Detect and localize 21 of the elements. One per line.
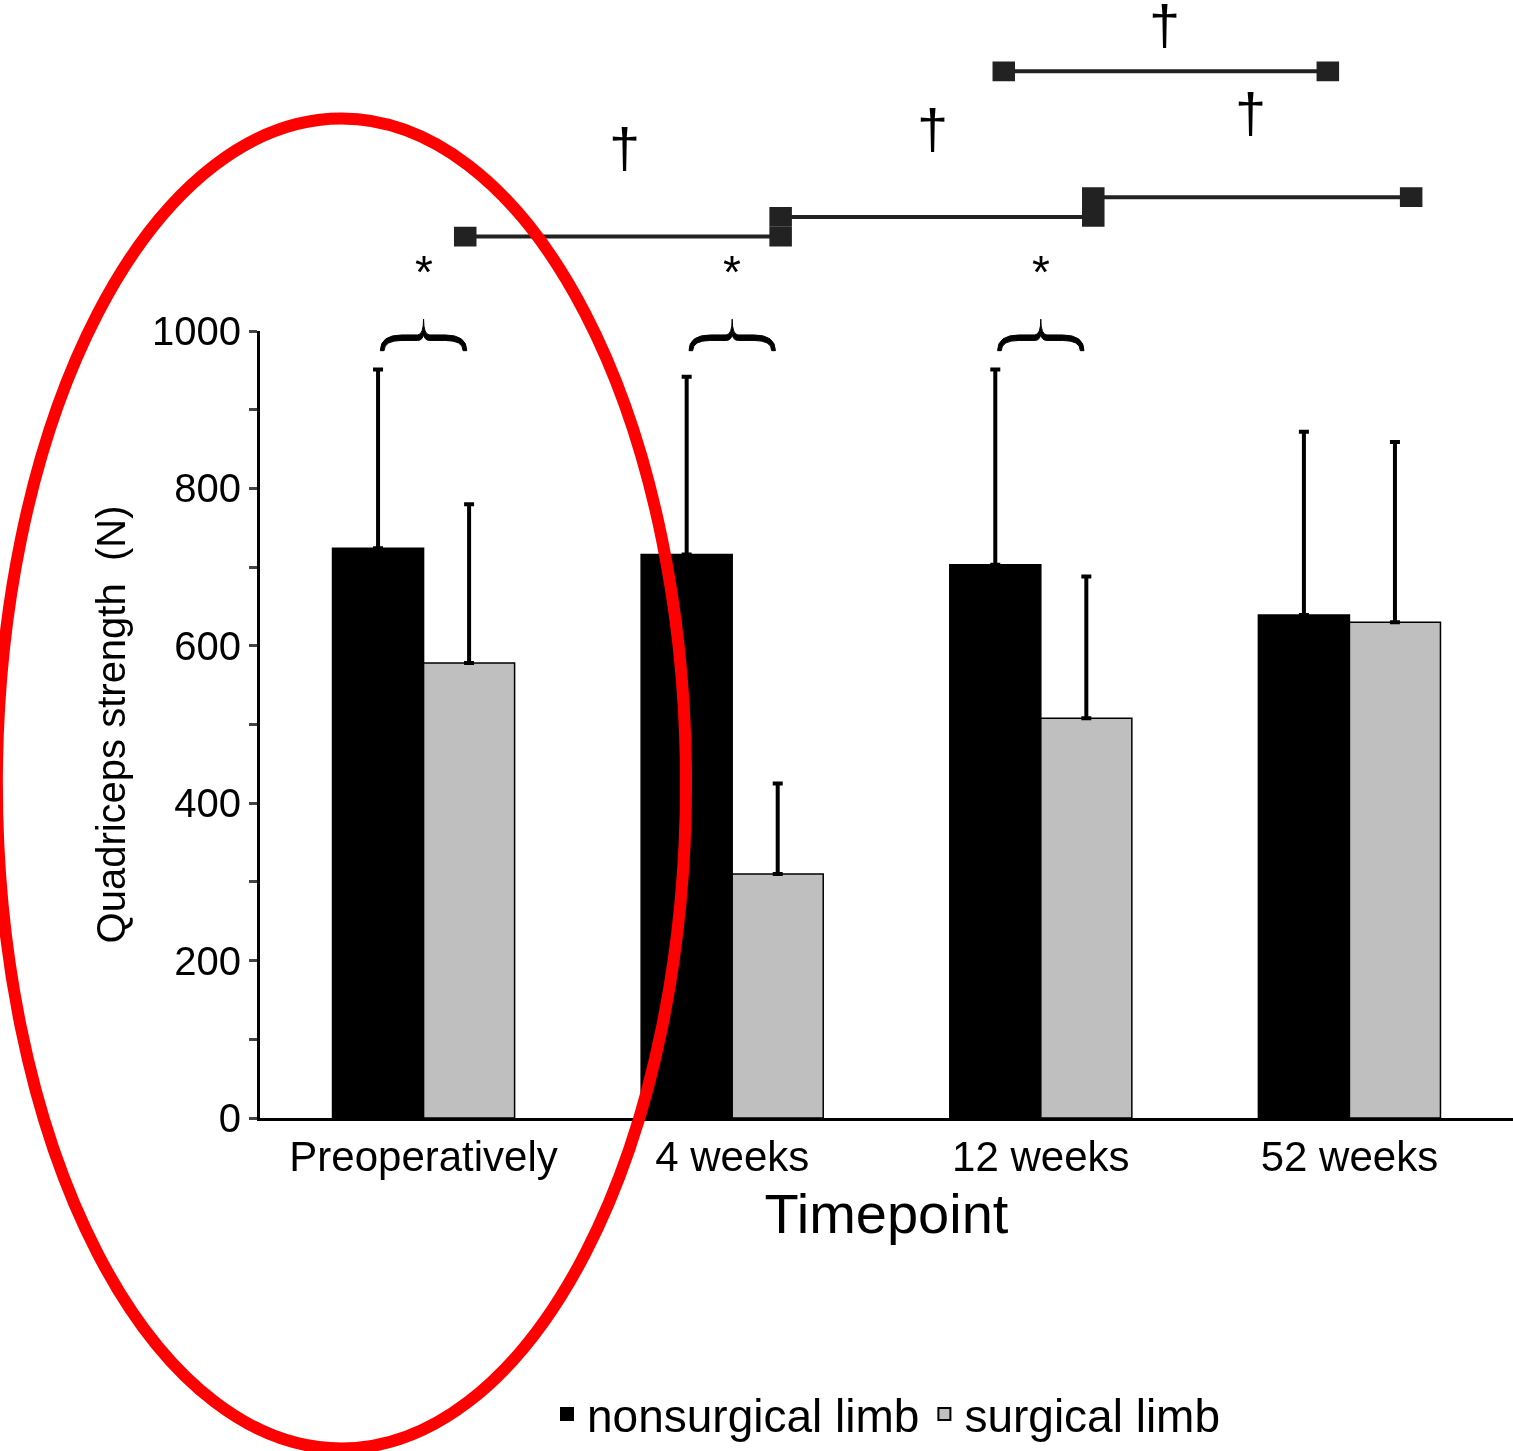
- legend-label: surgical limb: [964, 1390, 1221, 1443]
- text: †: [1149, 0, 1181, 56]
- x-tick-label: 52 weeks: [1260, 1133, 1439, 1181]
- text: *: [1032, 246, 1050, 298]
- y-axis-title: Quadriceps strength (N): [88, 505, 133, 944]
- y-tick-label: 400: [174, 781, 241, 826]
- text: *: [415, 246, 433, 298]
- x-tick-label: 12 weeks: [952, 1133, 1130, 1181]
- text: †: [1235, 81, 1267, 144]
- legend-label: nonsurgical limb: [587, 1390, 920, 1443]
- x-axis-title: Timepoint: [764, 1182, 1009, 1246]
- text: †: [917, 97, 949, 160]
- y-tick-label: 600: [174, 623, 241, 668]
- text: †: [609, 116, 641, 179]
- y-tick-label: 1000: [152, 309, 241, 353]
- x-tick-label: 4 weeks: [655, 1133, 810, 1181]
- text: *: [723, 246, 741, 298]
- x-tick-label: Preoperatively: [289, 1133, 558, 1181]
- y-tick-label: 800: [174, 466, 241, 511]
- y-tick-label: 200: [174, 938, 241, 983]
- y-tick-label: 0: [218, 1096, 241, 1140]
